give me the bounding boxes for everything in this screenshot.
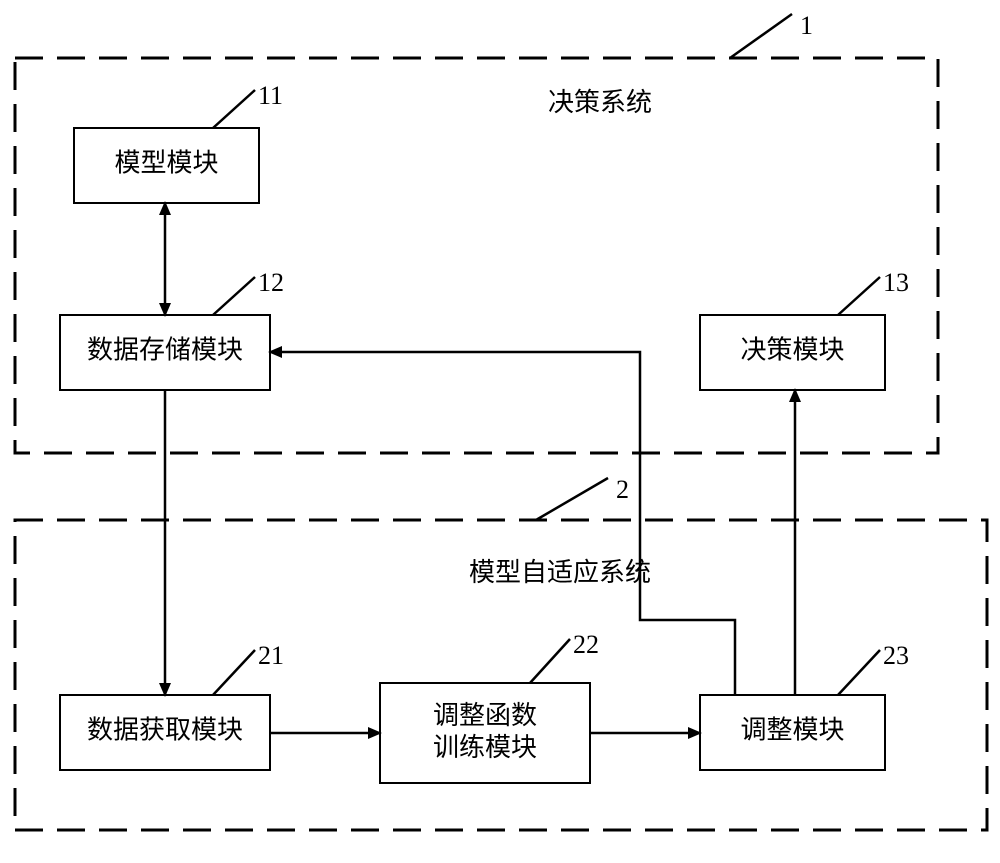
node-n12-label: 数据存储模块 <box>87 335 243 364</box>
node-n11-leader <box>213 90 255 128</box>
node-n21-leader <box>213 650 255 695</box>
node-n23-label: 调整模块 <box>740 715 844 744</box>
node-n13-label: 决策模块 <box>740 335 844 364</box>
node-n13-id: 13 <box>883 268 909 297</box>
node-n22-label2: 训练模块 <box>433 733 537 762</box>
node-n12-leader <box>213 277 255 315</box>
node-n22-label1: 调整函数 <box>433 701 537 730</box>
node-n22-leader <box>530 639 570 683</box>
node-n11-label: 模型模块 <box>114 148 218 177</box>
container-top-title: 决策系统 <box>548 88 652 117</box>
container-bottom-title: 模型自适应系统 <box>469 558 651 587</box>
container-bottom-id: 2 <box>616 475 629 504</box>
container-top-leader <box>730 14 792 58</box>
container-top-id: 1 <box>800 11 813 40</box>
node-n23-id: 23 <box>883 641 909 670</box>
node-n12-id: 12 <box>258 268 284 297</box>
node-n11-id: 11 <box>258 81 283 110</box>
node-n23-leader <box>838 650 880 695</box>
node-n21-label: 数据获取模块 <box>87 715 243 744</box>
node-n22-id: 22 <box>573 630 599 659</box>
edge-n23-n12 <box>270 352 735 695</box>
container-top <box>15 58 938 453</box>
node-n21-id: 21 <box>258 641 284 670</box>
container-bottom-leader <box>536 478 608 520</box>
node-n13-leader <box>838 277 880 315</box>
